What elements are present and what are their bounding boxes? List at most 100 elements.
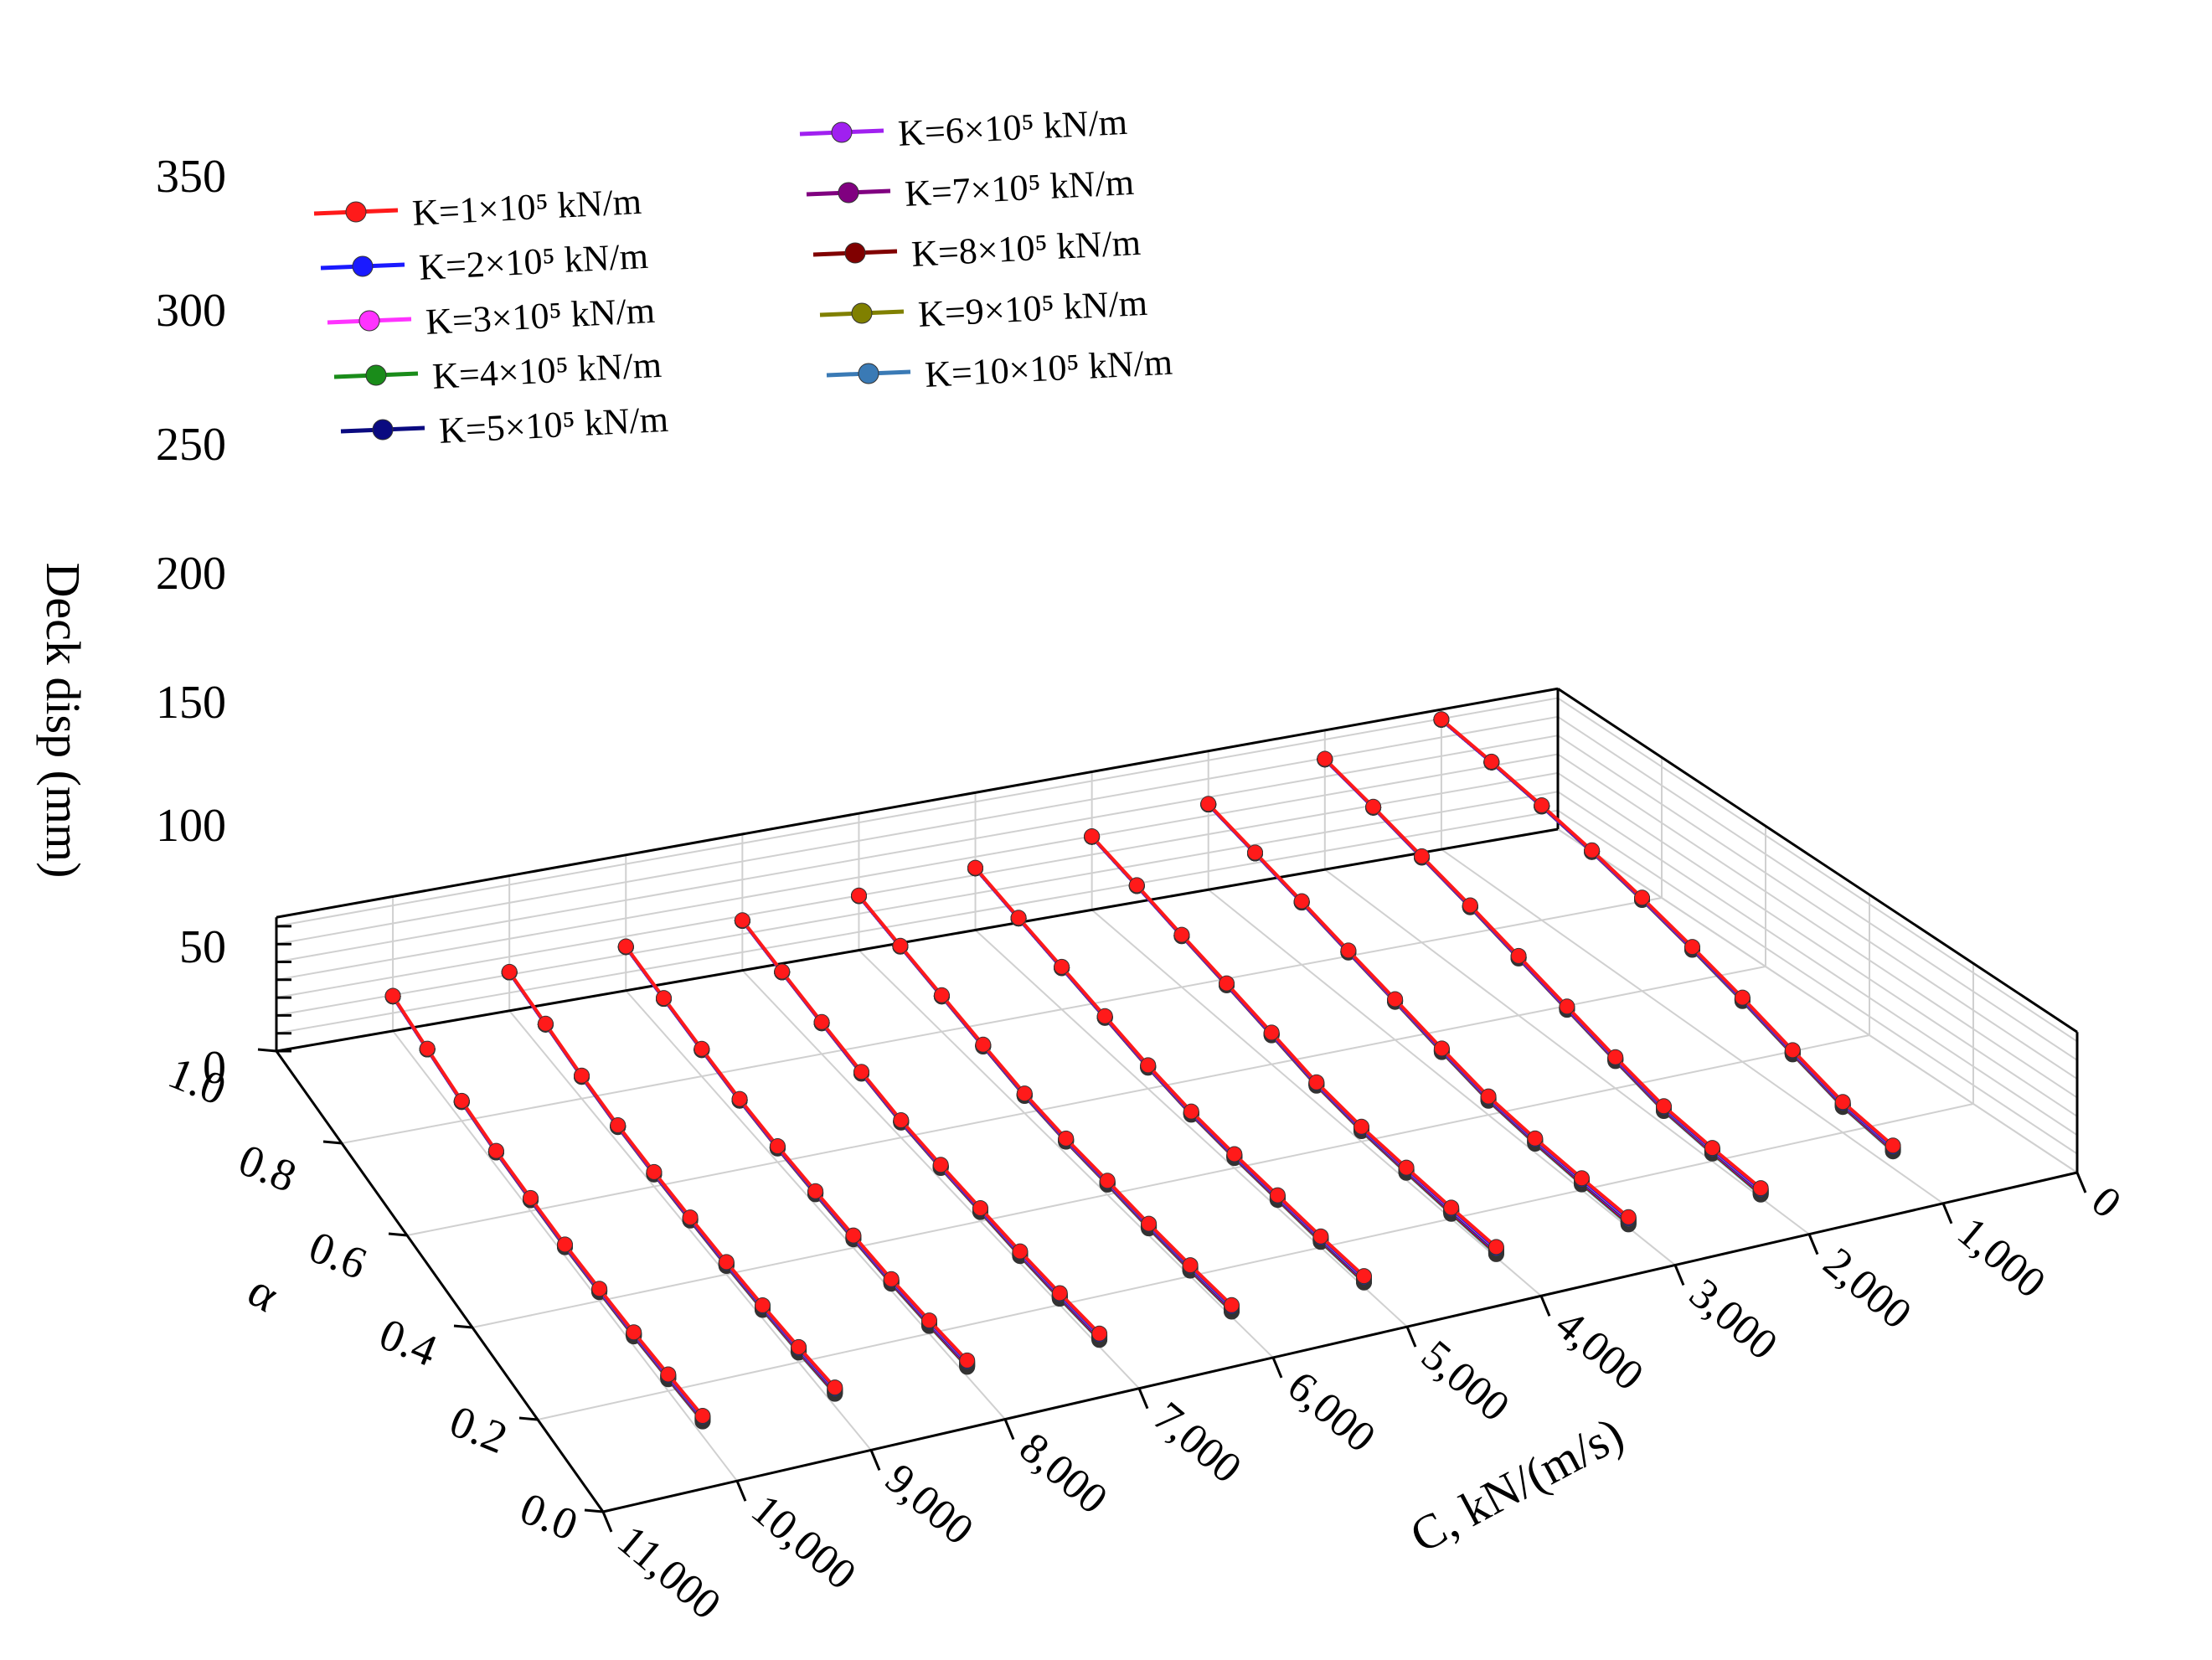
- data-point: [921, 1312, 937, 1329]
- back-wall-hgrid: [276, 791, 1559, 1017]
- series-line: [857, 894, 1233, 1307]
- data-point: [1173, 926, 1190, 943]
- frame-edge: [602, 1171, 2078, 1513]
- data-point: [626, 1324, 642, 1341]
- data-point: [574, 1067, 590, 1084]
- legend-label: K=9×10⁵ kN/m: [917, 282, 1148, 335]
- data-point: [827, 1379, 843, 1396]
- c-tick-label: 9,000: [876, 1455, 982, 1554]
- floor-grid: [625, 990, 1006, 1420]
- data-point: [893, 1112, 910, 1128]
- data-point: [851, 887, 867, 904]
- right-wall-hgrid: [1557, 809, 2078, 1155]
- c-tick-mark: [869, 1449, 881, 1471]
- c-axis-title: C, kN/(m/s): [1401, 1406, 1632, 1563]
- series-line: [624, 946, 969, 1366]
- alpha-axis: 0.0 0.2 0.4 0.6 0.8 1.0: [162, 1047, 585, 1550]
- data-point: [1634, 889, 1650, 906]
- data-point: [1752, 1180, 1769, 1197]
- c-tick-mark: [2075, 1172, 2087, 1193]
- c-tick-mark: [1137, 1388, 1149, 1410]
- c-tick-label: 0: [2082, 1178, 2130, 1228]
- c-tick-label: 3,000: [1680, 1270, 1786, 1369]
- c-tick-mark: [601, 1511, 613, 1533]
- data-point: [807, 1183, 824, 1199]
- frame-edge: [275, 1050, 605, 1513]
- series-line: [857, 894, 1233, 1309]
- alpha-axis-title: α: [239, 1262, 288, 1322]
- back-wall-hgrid: [276, 715, 1559, 946]
- data-point: [694, 1040, 710, 1057]
- data-point: [1534, 797, 1550, 813]
- z-tick-label: 350: [156, 151, 226, 203]
- z-tick-label: 200: [156, 548, 226, 600]
- data-point: [845, 1227, 862, 1244]
- data-point: [1051, 1285, 1068, 1302]
- data-point: [1140, 1057, 1157, 1074]
- data-point: [1387, 991, 1404, 1008]
- floor-grid: [1324, 869, 1810, 1235]
- data-point: [1269, 1187, 1286, 1204]
- series-line: [508, 971, 837, 1391]
- alpha-tick-mark: [518, 1416, 539, 1421]
- data-point: [501, 963, 518, 980]
- data-point: [1224, 1297, 1240, 1313]
- data-point: [1527, 1130, 1544, 1147]
- legend-swatch-marker: [831, 121, 853, 143]
- data-point: [646, 1163, 663, 1180]
- legend-label: K=4×10⁵ kN/m: [431, 344, 663, 397]
- data-point: [591, 1281, 608, 1297]
- right-wall-hgrid: [1557, 772, 2078, 1117]
- data-point: [853, 1064, 869, 1080]
- data-point: [1656, 1098, 1672, 1115]
- right-wall-hgrid: [1557, 697, 2078, 1043]
- series-line: [740, 920, 1101, 1338]
- series-line: [624, 946, 969, 1367]
- legend-label: K=2×10⁵ kN/m: [418, 235, 649, 288]
- curve-group-c1000: [1433, 711, 1901, 1160]
- data-point: [1414, 848, 1430, 864]
- alpha-tick-mark: [322, 1140, 343, 1145]
- series-line: [508, 971, 837, 1389]
- c-tick-label: 6,000: [1278, 1362, 1384, 1462]
- data-point: [1620, 1209, 1637, 1225]
- data-point: [1488, 1239, 1504, 1255]
- data-point: [1510, 947, 1527, 964]
- z-tick-label: 250: [156, 419, 226, 471]
- c-tick-mark: [1539, 1295, 1551, 1317]
- floor-grid: [508, 1010, 872, 1451]
- data-point: [523, 1189, 539, 1206]
- back-wall: [276, 688, 1558, 1051]
- legend-swatch-marker: [838, 182, 859, 204]
- c-tick-label: 8,000: [1010, 1424, 1116, 1523]
- curve-group-c3000: [1200, 796, 1637, 1233]
- curve-group-c5000: [967, 859, 1372, 1291]
- data-point: [967, 859, 983, 876]
- z-tick-label: 0: [203, 1042, 226, 1094]
- legend-label: K=7×10⁵ kN/m: [904, 162, 1135, 214]
- series-line: [857, 894, 1233, 1308]
- floor-grid: [392, 1030, 738, 1482]
- series-line: [740, 920, 1101, 1339]
- data-point: [734, 912, 750, 929]
- data-point: [892, 937, 909, 954]
- c-tick-mark: [1673, 1264, 1685, 1286]
- series-line: [391, 994, 704, 1417]
- data-point: [1574, 1170, 1590, 1187]
- floor-grid: [341, 897, 1663, 1144]
- data-point: [1058, 1130, 1075, 1147]
- data-point: [1584, 842, 1601, 858]
- data-point: [1312, 1228, 1329, 1245]
- data-point: [1365, 798, 1382, 815]
- series-line: [624, 945, 969, 1362]
- data-point: [1128, 877, 1145, 894]
- alpha-tick-mark: [453, 1324, 473, 1329]
- series-line: [624, 946, 969, 1365]
- data-point: [718, 1254, 735, 1271]
- data-point: [1433, 1040, 1450, 1057]
- data-point: [813, 1013, 830, 1030]
- data-point: [774, 963, 791, 980]
- data-point: [453, 1092, 470, 1109]
- floor-grid: [858, 949, 1274, 1358]
